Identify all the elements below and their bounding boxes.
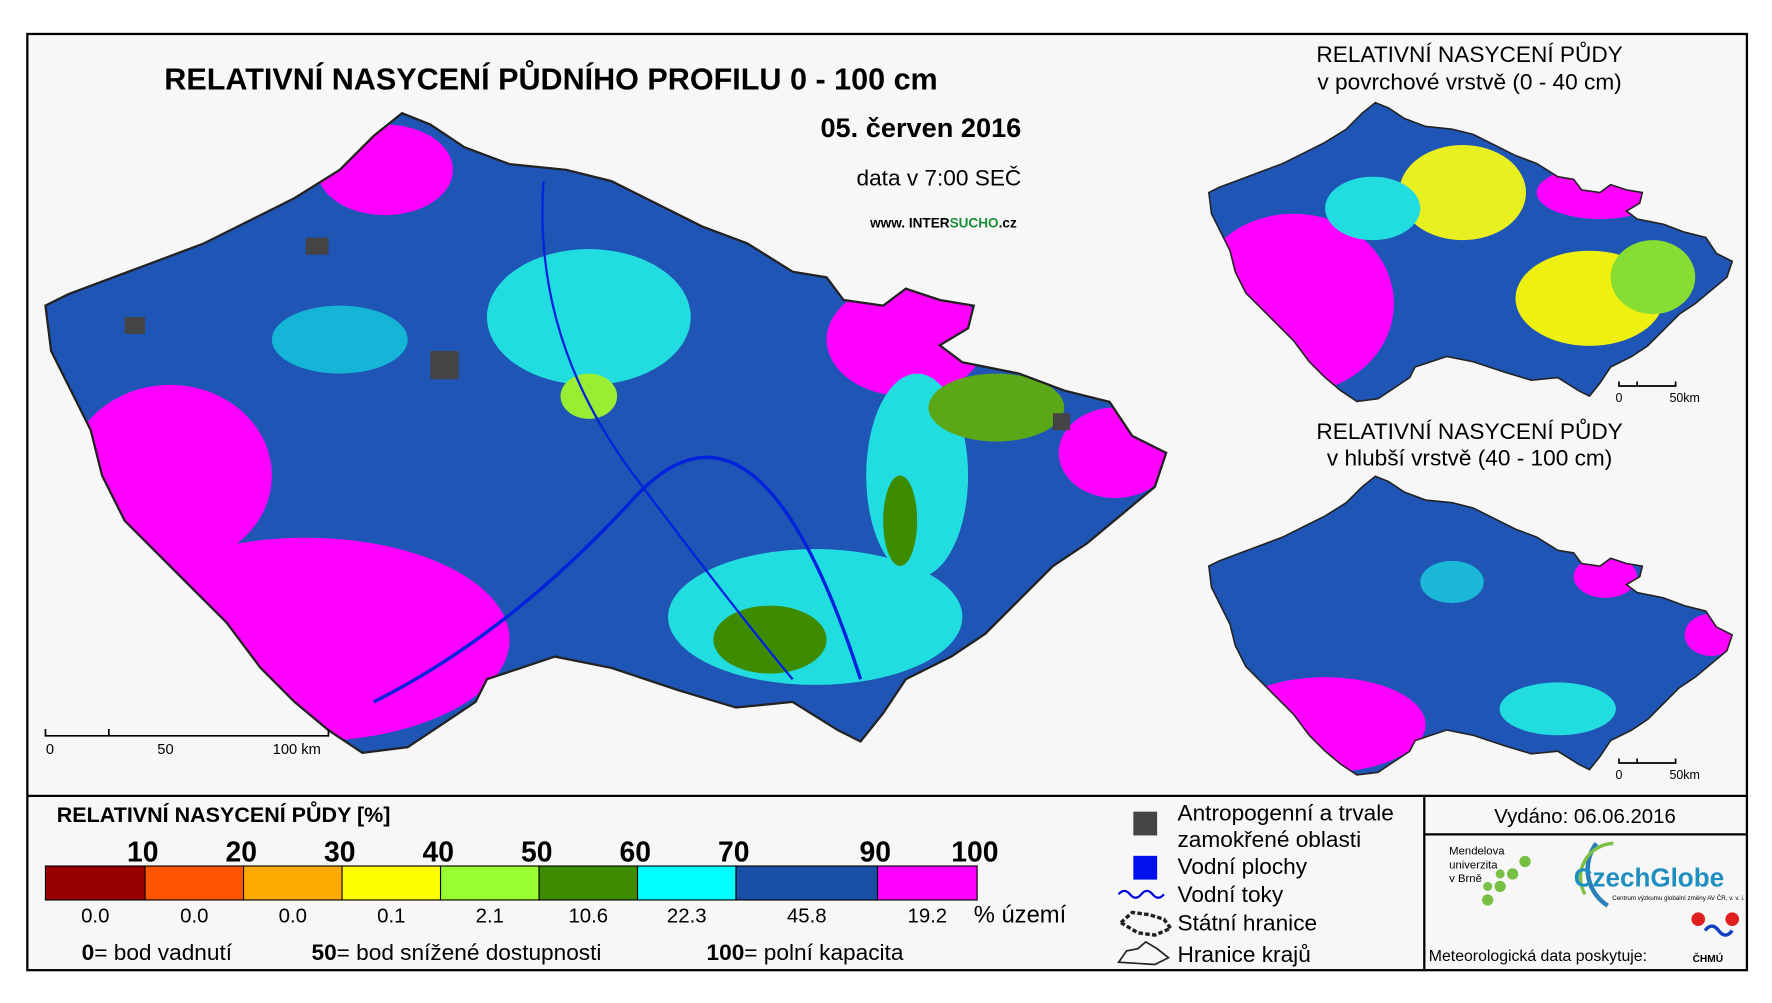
- share-unit: % území: [974, 902, 1067, 929]
- symbol-icon: [1118, 910, 1174, 937]
- legend-note: 0= bod vadnutí: [82, 940, 233, 965]
- credit-czechglobe-subtitle: Centrum výzkumu globální změny AV ČR, v.…: [1612, 895, 1745, 902]
- website-part: .cz: [999, 216, 1017, 231]
- note-label: = polní kapacita: [744, 940, 904, 965]
- legend-share: 45.8: [787, 906, 827, 928]
- legend-share: 22.3: [667, 906, 707, 928]
- chmu-logo: [1691, 912, 1740, 937]
- legend-threshold: 40: [423, 835, 454, 867]
- credit-meteo: Meteorologická data poskytuje:: [1429, 948, 1647, 965]
- legend-swatch: [636, 865, 737, 901]
- legend-swatch: [44, 865, 146, 901]
- legend-note: 100= polní kapacita: [707, 940, 904, 965]
- scale-label: 0: [1616, 768, 1623, 782]
- legend-share: 0.0: [279, 906, 307, 928]
- symbol-label: zamokřené oblasti: [1178, 827, 1362, 852]
- symbol-label: Antropogenní a trvale: [1178, 801, 1394, 826]
- legend-notes: 0= bod vadnutí 50= bod snížené dostupnost…: [82, 940, 904, 965]
- legend-share: 0.0: [180, 906, 208, 928]
- legend-note: 50= bod snížené dostupnosti: [311, 940, 601, 965]
- symbol-icon: [1133, 811, 1158, 836]
- credit-mendel: univerzita: [1449, 859, 1498, 871]
- legend-swatch: [144, 865, 245, 901]
- legend-threshold: 30: [324, 835, 355, 867]
- inset-title: RELATIVNÍ NASYCENÍ PŮDY: [1316, 419, 1622, 444]
- scale-bar: [44, 381, 1677, 764]
- symbol-icon: [1117, 940, 1171, 966]
- symbol-label: Vodní toky: [1178, 882, 1284, 907]
- legend-swatch: [876, 865, 978, 901]
- scale-label: 0: [46, 742, 54, 758]
- inset-title: v hlubší vrstvě (40 - 100 cm): [1327, 445, 1612, 470]
- symbol-label: Hranice krajů: [1178, 942, 1311, 967]
- note-value: 0: [82, 940, 95, 965]
- legend-threshold: 60: [620, 835, 651, 867]
- legend-share: 0.1: [377, 906, 405, 928]
- map-title: RELATIVNÍ NASYCENÍ PŮDNÍHO PROFILU 0 - 1…: [164, 58, 937, 96]
- website-part: SUCHO: [950, 216, 999, 231]
- inset-title: v povrchové vrstvě (0 - 40 cm): [1317, 69, 1621, 94]
- legend-swatch: [538, 865, 639, 901]
- legend-scale: 0.0 0.0 0.0 0.1 2.1 10.6 22.3 45.8 19.2 10 20 30 40 5…: [44, 835, 998, 928]
- legend-share: 2.1: [476, 906, 504, 928]
- scale-label: 50km: [1669, 768, 1699, 782]
- note-value: 100: [707, 940, 745, 965]
- legend-swatch: [735, 865, 879, 901]
- scale-label: 100 km: [273, 742, 321, 758]
- symbol-icon: [1133, 855, 1158, 880]
- inset-title: RELATIVNÍ NASYCENÍ PŮDY: [1316, 42, 1622, 67]
- legend-swatch: [341, 865, 442, 901]
- legend-title: RELATIVNÍ NASYCENÍ PŮDY [%]: [57, 799, 391, 827]
- credit-czechglobe: CzechGlobe: [1574, 862, 1724, 892]
- website-part: www. INTER: [869, 216, 950, 231]
- symbol-icon: [1117, 889, 1165, 899]
- website: www. INTERSUCHO.cz: [869, 216, 1017, 231]
- legend-share: 10.6: [568, 906, 608, 928]
- legend-share: 19.2: [907, 906, 947, 928]
- legend-threshold: 10: [127, 835, 158, 867]
- note-label: = bod snížené dostupnosti: [337, 940, 602, 965]
- scale-label: 0: [1616, 391, 1623, 405]
- legend-threshold: 90: [860, 835, 891, 867]
- symbol-label: Státní hranice: [1178, 911, 1318, 936]
- legend-threshold: 50: [521, 835, 552, 867]
- legend-swatch: [242, 865, 343, 901]
- legend-threshold: 100: [951, 835, 998, 867]
- credit-mendel: Mendelova: [1449, 846, 1505, 858]
- mendel-logo: [1482, 855, 1531, 906]
- map-date: 05. červen 2016: [820, 112, 1021, 143]
- legend-threshold: 70: [718, 835, 749, 867]
- symbol-label: Vodní plochy: [1178, 854, 1308, 879]
- note-label: = bod vadnutí: [94, 940, 232, 965]
- credit-mendel: v Brně: [1449, 873, 1482, 885]
- legend-swatch: [439, 865, 540, 901]
- issued-date: Vydáno: 06.06.2016: [1494, 806, 1676, 828]
- scale-label: 50: [157, 742, 173, 758]
- note-value: 50: [311, 940, 336, 965]
- map-time: data v 7:00 SEČ: [857, 166, 1022, 191]
- credit-chmu: ČHMÚ: [1693, 952, 1724, 965]
- scale-label: 50km: [1669, 391, 1699, 405]
- legend-threshold: 20: [226, 835, 257, 867]
- czechglobe-logo: [1578, 841, 1614, 896]
- legend-share: 0.0: [81, 906, 109, 928]
